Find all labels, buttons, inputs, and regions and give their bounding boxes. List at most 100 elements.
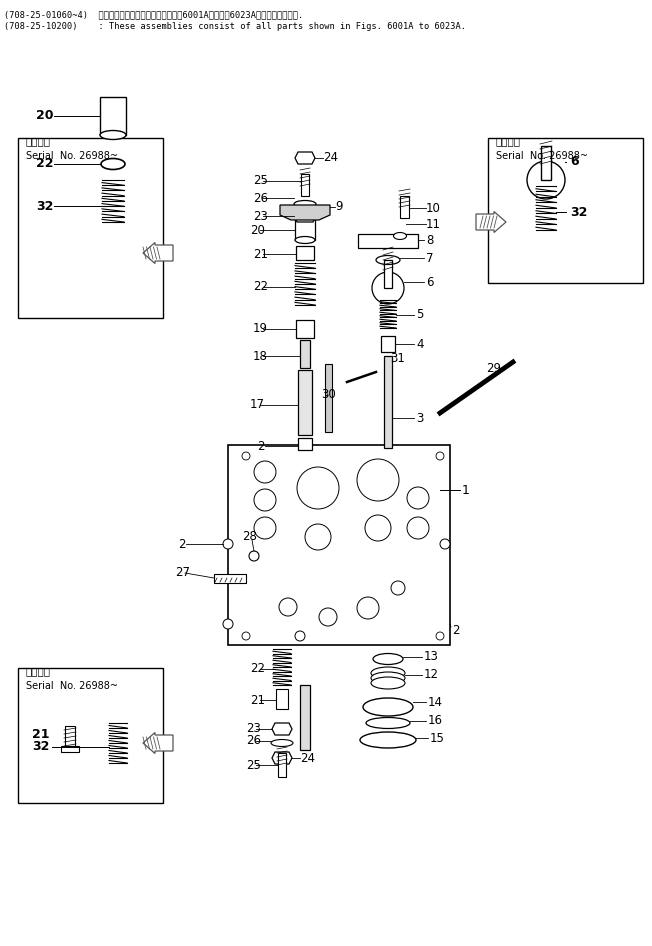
Text: 3: 3 [416, 412, 423, 425]
Text: 32: 32 [32, 741, 50, 754]
Text: 1: 1 [462, 483, 470, 497]
Text: 16: 16 [428, 714, 443, 727]
Circle shape [223, 539, 233, 549]
Bar [295, 218, 315, 240]
Text: 2: 2 [257, 440, 265, 452]
Text: 20: 20 [250, 223, 265, 236]
Bar [301, 174, 309, 196]
Circle shape [527, 161, 565, 199]
Text: 22: 22 [36, 157, 53, 170]
Bar [325, 364, 332, 432]
Text: 24: 24 [300, 751, 315, 764]
FancyArrow shape [476, 212, 506, 233]
Text: 23: 23 [246, 723, 261, 735]
Text: 適用号案: 適用号案 [26, 666, 51, 676]
Text: 30: 30 [321, 389, 336, 401]
Circle shape [440, 539, 450, 549]
Bar [276, 689, 288, 709]
Bar [298, 438, 312, 450]
Text: Serial  No. 26988~: Serial No. 26988~ [26, 151, 118, 161]
Bar [18, 138, 163, 318]
Polygon shape [280, 205, 330, 220]
FancyArrow shape [143, 732, 173, 754]
Text: Serial  No. 26988~: Serial No. 26988~ [26, 681, 118, 691]
Text: 27: 27 [175, 567, 190, 580]
Ellipse shape [371, 667, 405, 679]
Text: 23: 23 [253, 209, 268, 222]
Text: 13: 13 [424, 651, 439, 663]
Bar [488, 138, 643, 283]
Text: 2: 2 [452, 623, 460, 637]
Text: 21: 21 [253, 248, 268, 260]
Text: 2: 2 [178, 537, 186, 551]
Text: 17: 17 [250, 398, 265, 412]
Text: 19: 19 [253, 323, 268, 336]
Text: 32: 32 [36, 200, 53, 213]
Ellipse shape [371, 677, 405, 689]
Text: 22: 22 [253, 281, 268, 293]
Text: 15: 15 [430, 731, 445, 745]
Bar [296, 320, 314, 338]
Polygon shape [294, 210, 316, 222]
Bar [400, 196, 409, 218]
Text: 18: 18 [253, 349, 268, 362]
Text: 8: 8 [426, 234, 434, 247]
Text: 5: 5 [416, 308, 423, 322]
Bar [18, 668, 163, 803]
Circle shape [249, 551, 259, 561]
Text: 32: 32 [570, 205, 587, 219]
Ellipse shape [363, 698, 413, 716]
Text: 26: 26 [246, 734, 261, 747]
Text: 11: 11 [426, 218, 441, 231]
Text: 21: 21 [32, 727, 50, 741]
Text: (708-25-10200)    : These assemblies consist of all parts shown in Figs. 6001A t: (708-25-10200) : These assemblies consis… [4, 22, 466, 31]
Polygon shape [272, 752, 292, 764]
Text: 12: 12 [424, 669, 439, 681]
Text: 適用号案: 適用号案 [496, 136, 521, 146]
Text: 25: 25 [253, 174, 268, 187]
Bar [358, 234, 418, 248]
Text: 10: 10 [426, 201, 441, 215]
Text: 7: 7 [426, 252, 434, 265]
Circle shape [295, 631, 305, 641]
Text: 6: 6 [570, 155, 578, 168]
Text: 25: 25 [246, 759, 261, 772]
Bar [65, 726, 75, 746]
Bar [381, 336, 395, 352]
Ellipse shape [394, 233, 406, 239]
Bar [278, 753, 286, 777]
Text: 26: 26 [253, 191, 268, 204]
Text: 適用号案: 適用号案 [26, 136, 51, 146]
Bar [384, 260, 392, 288]
Bar [384, 356, 392, 448]
Text: 31: 31 [390, 352, 405, 364]
Bar [300, 340, 310, 368]
Text: Serial  No. 26988~: Serial No. 26988~ [496, 151, 588, 161]
Text: 28: 28 [242, 531, 257, 544]
Bar [300, 685, 310, 750]
Text: 21: 21 [250, 693, 265, 707]
Text: 20: 20 [36, 110, 53, 122]
Text: 6: 6 [426, 275, 434, 289]
Ellipse shape [100, 131, 126, 139]
Bar [100, 97, 126, 135]
Text: 9: 9 [335, 201, 342, 214]
Bar [296, 246, 314, 260]
Ellipse shape [360, 732, 416, 748]
Circle shape [372, 272, 404, 304]
Text: 14: 14 [428, 695, 443, 709]
Polygon shape [295, 152, 315, 164]
Text: 29: 29 [486, 361, 501, 375]
Bar [228, 445, 450, 645]
Text: 24: 24 [323, 151, 338, 165]
Circle shape [223, 619, 233, 629]
Ellipse shape [295, 236, 315, 243]
Text: 22: 22 [250, 662, 265, 675]
Bar [214, 574, 246, 583]
Bar [61, 746, 79, 752]
Polygon shape [272, 723, 292, 735]
Bar [298, 370, 312, 435]
Ellipse shape [371, 672, 405, 684]
Text: 4: 4 [416, 338, 424, 351]
FancyArrow shape [143, 242, 173, 264]
